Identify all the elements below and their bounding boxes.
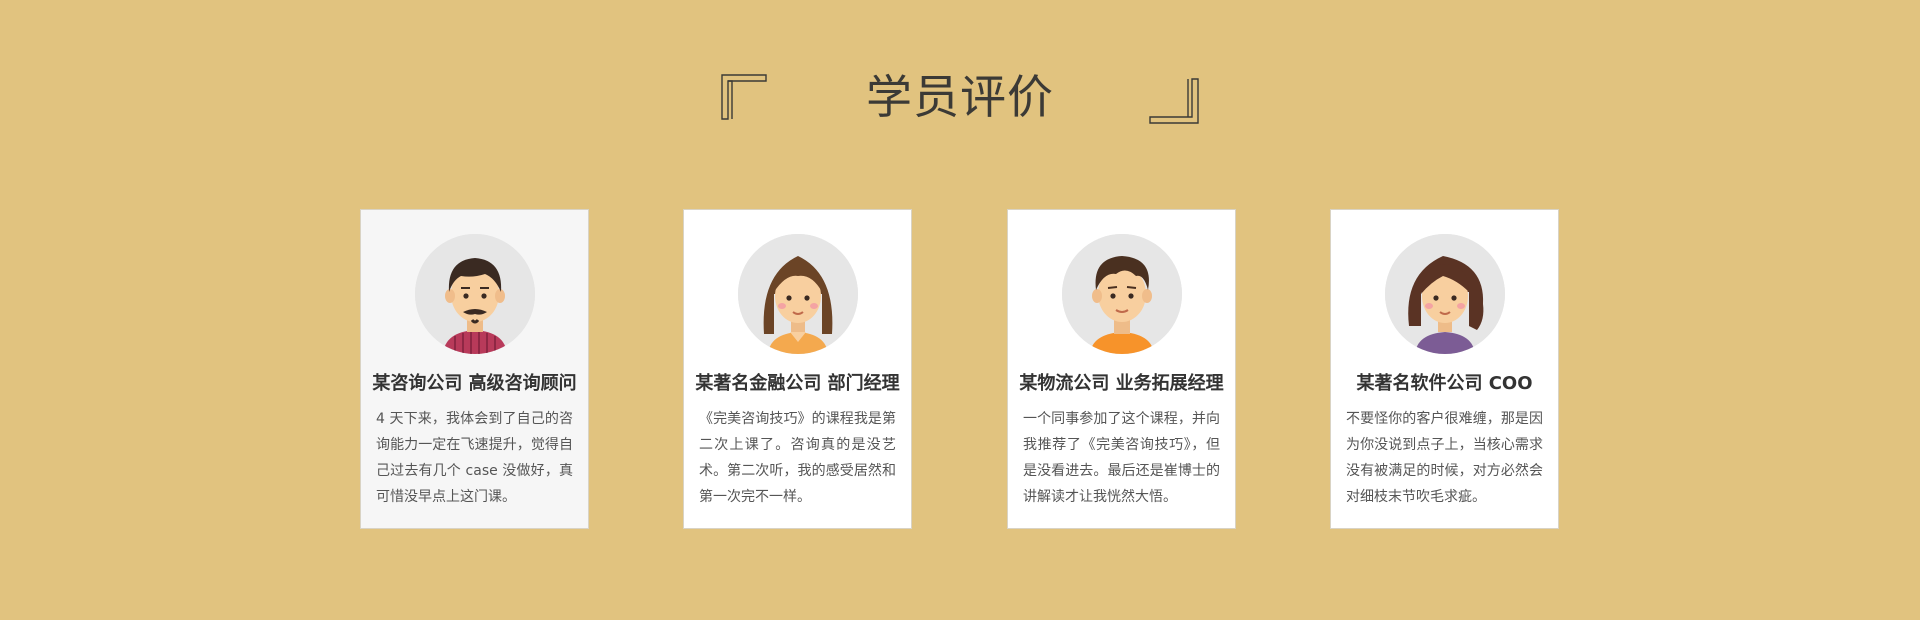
testimonial-name: 某著名软件公司 COO bbox=[1356, 373, 1533, 394]
testimonial-name: 某著名金融公司 部门经理 bbox=[695, 373, 900, 394]
testimonial-text: 4 天下来，我体会到了自己的咨询能力一定在飞速提升，觉得自己过去有几个 case… bbox=[376, 411, 573, 505]
section-header: 学员评价 bbox=[0, 62, 1920, 132]
corner-bracket-bottom-right-icon bbox=[1149, 78, 1199, 124]
testimonial-name: 某物流公司 业务拓展经理 bbox=[1019, 373, 1224, 394]
woman-long-hair-avatar-icon bbox=[737, 234, 858, 354]
testimonial-text: 一个同事参加了这个课程，并向我推荐了《完美咨询技巧》，但是没看进去。最后还是崔博… bbox=[1023, 411, 1220, 505]
testimonial-text: 《完美咨询技巧》的课程我是第二次上课了。咨询真的是没艺术。第二次听，我的感受居然… bbox=[699, 411, 896, 505]
testimonial-card[interactable]: 某物流公司 业务拓展经理 一个同事参加了这个课程，并向我推荐了《完美咨询技巧》，… bbox=[1007, 209, 1236, 529]
section-title: 学员评价 bbox=[866, 70, 1054, 124]
woman-wavy-hair-avatar-icon bbox=[1384, 234, 1505, 354]
testimonial-card[interactable]: 某咨询公司 高级咨询顾问 4 天下来，我体会到了自己的咨询能力一定在飞速提升，觉… bbox=[360, 209, 589, 529]
testimonial-card[interactable]: 某著名软件公司 COO 不要怪你的客户很难缠，那是因为你没说到点子上，当核心需求… bbox=[1330, 209, 1559, 529]
young-man-avatar-icon bbox=[1061, 234, 1182, 354]
testimonial-card[interactable]: 某著名金融公司 部门经理 《完美咨询技巧》的课程我是第二次上课了。咨询真的是没艺… bbox=[683, 209, 912, 529]
testimonial-text: 不要怪你的客户很难缠，那是因为你没说到点子上，当核心需求没有被满足的时候，对方必… bbox=[1346, 411, 1543, 505]
corner-bracket-top-left-icon bbox=[721, 74, 767, 120]
testimonial-name: 某咨询公司 高级咨询顾问 bbox=[372, 373, 577, 394]
man-with-beard-avatar-icon bbox=[414, 234, 535, 354]
